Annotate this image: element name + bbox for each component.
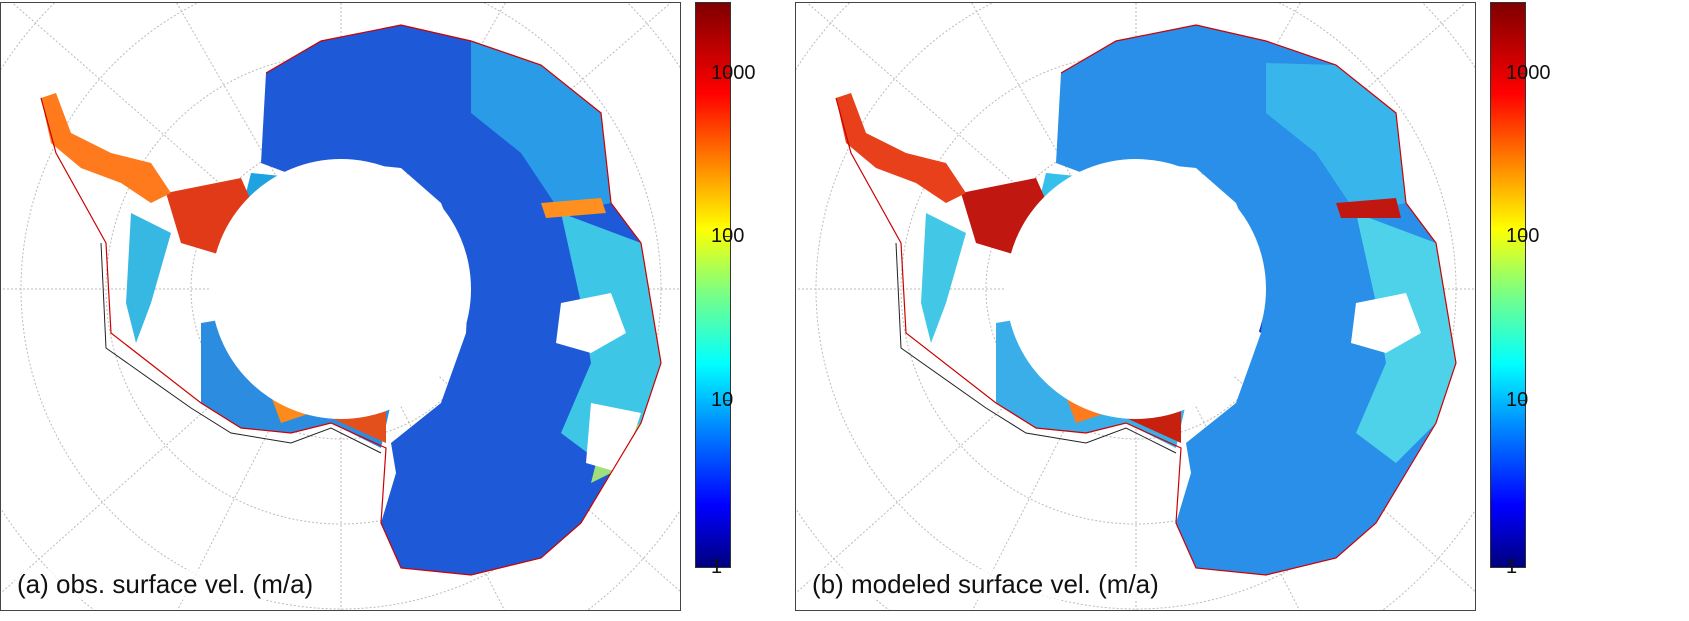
panel-label: (a) obs. surface vel. (m/a): [15, 569, 316, 600]
tick-label: 100: [1506, 225, 1540, 247]
map-modeled-svg: [796, 3, 1475, 610]
map-observed-svg: [1, 3, 680, 610]
tick-label: 100: [711, 225, 745, 247]
tick-label: 1: [711, 556, 723, 578]
grounding-line: [895, 242, 1177, 454]
peninsula: [836, 93, 966, 203]
tick-label: 1000: [711, 62, 756, 84]
tick-mark: [724, 400, 731, 401]
coastline: [40, 24, 662, 576]
pole-hole: [211, 159, 471, 419]
colorbar: [1490, 2, 1526, 568]
tick-mark: [1519, 73, 1526, 74]
tick-mark: [724, 236, 731, 237]
coastline: [835, 24, 1457, 576]
panel-modeled: (b) modeled surface vel. (m/a) 1000 100 …: [795, 0, 1689, 621]
tick-mark: [724, 73, 731, 74]
pole-hole: [1006, 159, 1266, 419]
peninsula: [41, 93, 171, 203]
grounding-line: [100, 242, 382, 454]
panel-label: (b) modeled surface vel. (m/a): [810, 569, 1161, 600]
tick-label: 10: [711, 389, 734, 411]
tick-label: 10: [1506, 389, 1529, 411]
tick-label: 1: [1506, 556, 1518, 578]
tick-mark: [1519, 400, 1526, 401]
map-modeled: (b) modeled surface vel. (m/a): [795, 2, 1476, 611]
map-observed: (a) obs. surface vel. (m/a): [0, 2, 681, 611]
tick-label: 1000: [1506, 62, 1551, 84]
colorbar: [695, 2, 731, 568]
panel-observed: (a) obs. surface vel. (m/a) 1000 100 10 …: [0, 0, 760, 621]
tick-mark: [1519, 236, 1526, 237]
